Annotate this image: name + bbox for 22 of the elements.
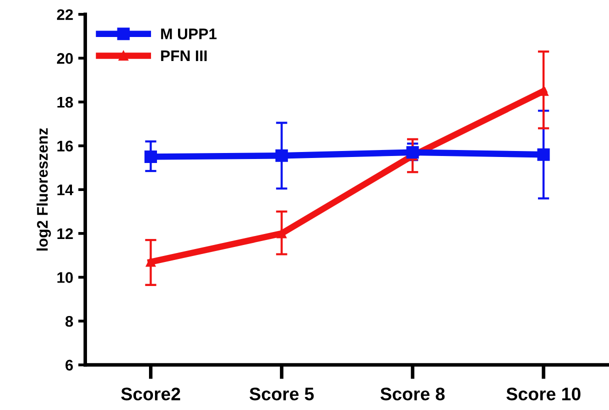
point: [406, 146, 419, 159]
y-tick-label: 20: [56, 53, 73, 64]
y-tick-label: 8: [65, 316, 73, 327]
y-tick-label: 6: [66, 360, 73, 371]
legend-label: M UPP1: [161, 28, 217, 40]
point: [275, 149, 288, 162]
y-tick-label: 16: [57, 140, 73, 152]
y-tick-label: 18: [57, 96, 73, 108]
y-axis-title: log2 Fluoreszenz: [36, 128, 51, 251]
legend-label: PFN III: [161, 50, 207, 62]
x-tick-label: Score 8: [380, 388, 445, 400]
point: [146, 257, 156, 267]
point: [144, 150, 157, 164]
x-tick-label: Score 5: [250, 388, 314, 400]
x-tick-label: Score 10: [506, 388, 580, 400]
x-tick-label: Score2: [121, 388, 180, 400]
y-tick-label: 22: [56, 9, 73, 20]
y-tick-label: 10: [57, 272, 73, 283]
point: [537, 148, 550, 161]
y-tick-label: 14: [57, 184, 74, 196]
y-tick-label: 12: [57, 228, 73, 239]
point: [276, 228, 287, 238]
